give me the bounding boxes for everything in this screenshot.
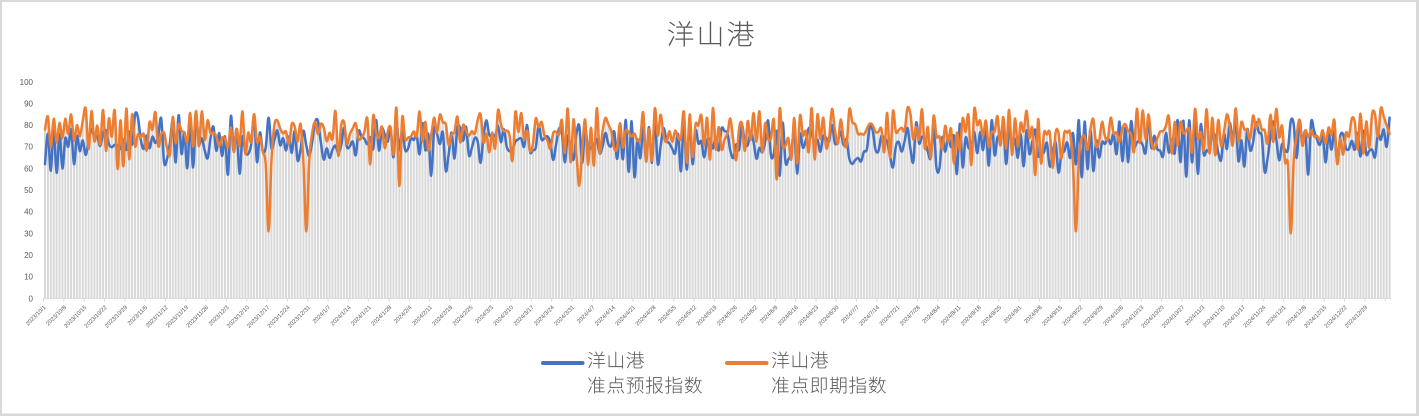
svg-text:30: 30 [24, 229, 33, 238]
svg-text:50: 50 [24, 186, 33, 195]
svg-text:20: 20 [24, 251, 33, 260]
svg-text:40: 40 [24, 208, 33, 217]
svg-text:80: 80 [24, 121, 33, 130]
svg-text:10: 10 [24, 273, 33, 282]
svg-text:60: 60 [24, 164, 33, 173]
svg-text:100: 100 [20, 78, 34, 87]
svg-text:0: 0 [29, 294, 34, 303]
svg-text:90: 90 [24, 99, 33, 108]
svg-text:70: 70 [24, 143, 33, 152]
